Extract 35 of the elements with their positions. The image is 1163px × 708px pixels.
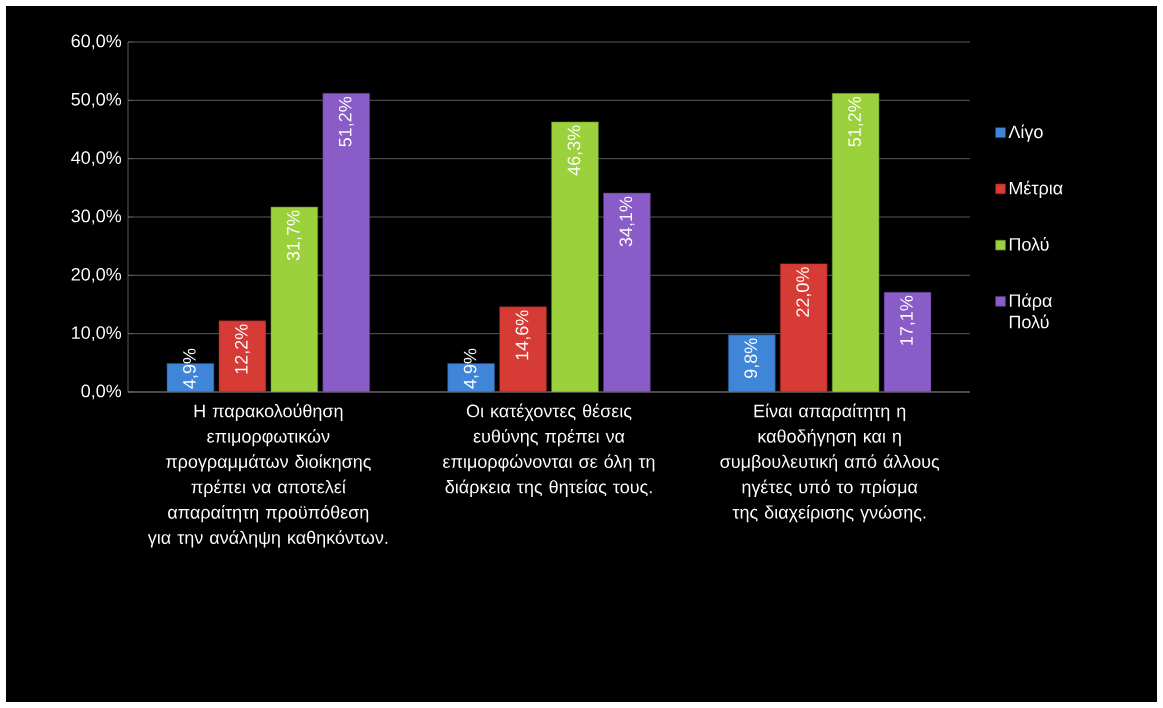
bar — [780, 263, 828, 392]
data-label: 17,1% — [900, 295, 915, 345]
data-label: 34,1% — [619, 196, 635, 247]
legend-label: Πάρα Πολύ — [1009, 293, 1052, 329]
x-tick-label: Οι κατέχοντες θέσεις ευθύνης πρέπει να επιμορφώνονται σε όλη τη διάρκεια της θητείας τους. — [443, 403, 655, 497]
data-label: 22,0% — [796, 267, 812, 317]
data-label: 51,2% — [338, 96, 354, 147]
x-tick-label: Η παρακολούθηση επιμορφωτικών προγραμμάτων διοίκησης πρέπει να αποτελεί απαραίτητη προϋπόθεση για την ανάληψη καθηκόντων. — [147, 403, 388, 548]
data-label: 12,2% — [234, 324, 250, 374]
x-tick-label: Είναι απαραίτητη η καθοδήγηση και η συμβουλευτική από άλλους ηγέτες υπό το πρίσμα της διαχείρισης γνώσης. — [720, 403, 940, 523]
bar — [883, 291, 932, 392]
y-tick-label: 60,0% — [71, 34, 122, 50]
bar — [728, 334, 776, 392]
bar — [322, 93, 370, 392]
data-label: 46,3% — [567, 125, 583, 176]
legend-label: Πολύ — [1009, 236, 1049, 251]
y-tick-label: 20,0% — [71, 267, 122, 283]
y-tick-label: 50,0% — [71, 92, 122, 108]
y-tick-label: 40,0% — [71, 151, 122, 167]
y-tick-label: 0,0% — [81, 384, 122, 400]
data-label: 9,8% — [744, 338, 760, 378]
bar — [270, 206, 319, 392]
y-tick-label: 30,0% — [71, 209, 122, 225]
data-label: 14,6% — [515, 310, 531, 360]
bar — [603, 192, 651, 392]
data-label: 31,7% — [286, 210, 302, 261]
legend-label: Λίγο — [1008, 124, 1043, 142]
bar — [831, 93, 880, 392]
data-label: 51,2% — [848, 96, 864, 147]
legend-label: Μέτρια — [1009, 180, 1063, 199]
bar — [551, 121, 599, 392]
data-label: 4,9% — [183, 348, 198, 389]
bar — [499, 306, 547, 392]
data-label: 4,9% — [463, 348, 479, 389]
y-tick-label: 10,0% — [72, 326, 122, 342]
